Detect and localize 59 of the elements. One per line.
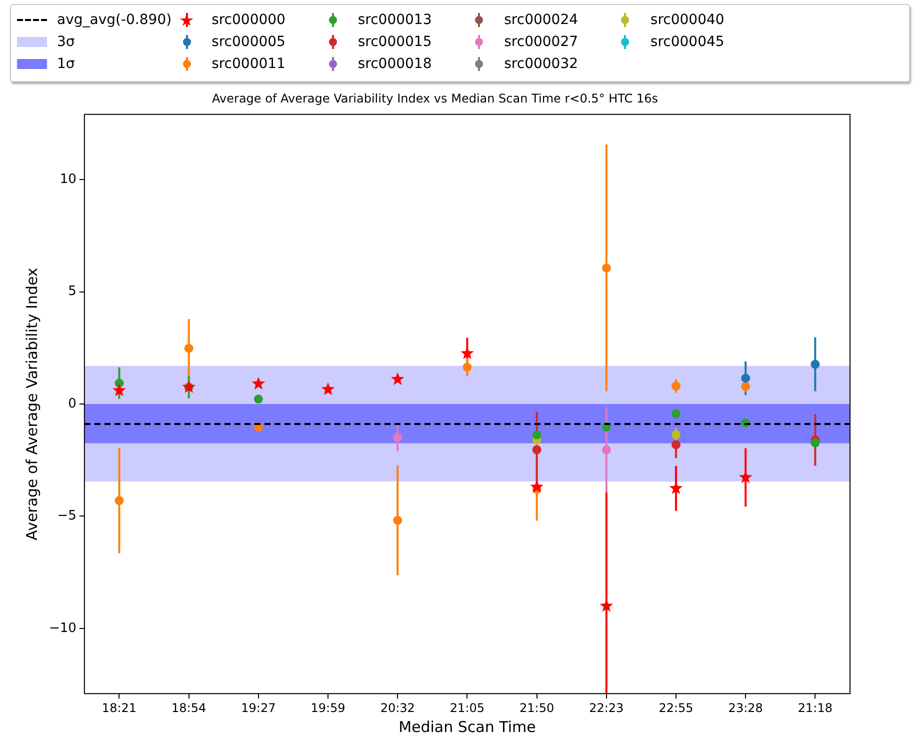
- x-tick-label: 22:55: [658, 700, 694, 715]
- point: [741, 374, 750, 383]
- x-tick-label: 23:28: [728, 700, 763, 715]
- x-tick-label: 22:23: [589, 700, 624, 715]
- point: [393, 433, 402, 442]
- point: [672, 440, 681, 450]
- legend-label: src000024: [504, 12, 578, 28]
- point: [672, 430, 681, 440]
- point: [672, 382, 681, 391]
- point: [390, 372, 404, 385]
- point: [112, 384, 126, 396]
- x-tick-label: 21:05: [450, 700, 485, 715]
- point: [254, 394, 263, 404]
- legend-label: src000013: [358, 12, 432, 28]
- point: [462, 362, 472, 372]
- legend-label: src000027: [504, 34, 578, 50]
- y-tick-label: −5: [57, 508, 76, 524]
- x-tick-label: 18:21: [102, 700, 137, 715]
- legend-label: avg_avg(-0.890): [57, 12, 172, 28]
- point: [532, 445, 542, 454]
- point: [810, 438, 820, 448]
- point: [184, 344, 194, 353]
- legend-label: src000015: [358, 34, 432, 50]
- point: [741, 382, 750, 391]
- point: [672, 409, 681, 418]
- point: [182, 380, 196, 393]
- point: [393, 516, 402, 525]
- point: [532, 430, 542, 440]
- point: [738, 470, 752, 484]
- point: [602, 445, 611, 454]
- point: [321, 382, 335, 396]
- x-tick-label: 19:59: [310, 700, 346, 715]
- point: [810, 360, 820, 369]
- y-tick-label: 10: [60, 172, 76, 187]
- legend-label: 1σ: [57, 56, 75, 72]
- y-tick-label: 5: [68, 284, 76, 300]
- x-tick-label: 20:32: [380, 700, 415, 715]
- point: [530, 480, 544, 493]
- y-tick-label: −10: [48, 620, 76, 636]
- point: [252, 376, 266, 390]
- legend-label: src000045: [650, 34, 724, 50]
- legend-label: src000005: [212, 34, 286, 50]
- x-tick-label: 19:27: [241, 700, 276, 715]
- legend-label: src000011: [212, 56, 286, 72]
- y-tick-label: 0: [68, 396, 76, 412]
- point: [114, 496, 124, 506]
- chart-title: Average of Average Variability Index vs Median Scan Time r<0.5° HTC 16s: [212, 91, 658, 106]
- point: [600, 599, 614, 612]
- legend-label: src000000: [212, 12, 286, 28]
- x-tick-label: 21:50: [520, 700, 554, 715]
- legend-label: src000040: [650, 12, 724, 28]
- point: [602, 263, 611, 272]
- x-tick-label: 21:18: [798, 700, 832, 715]
- legend-label: src000032: [504, 56, 578, 72]
- x-axis-title: Median Scan Time: [398, 718, 536, 736]
- x-tick-label: 18:54: [172, 700, 206, 715]
- y-axis-title: Average of Average Variability Index: [22, 268, 41, 540]
- legend-label: src000018: [358, 56, 432, 72]
- legend-label: 3σ: [57, 34, 75, 50]
